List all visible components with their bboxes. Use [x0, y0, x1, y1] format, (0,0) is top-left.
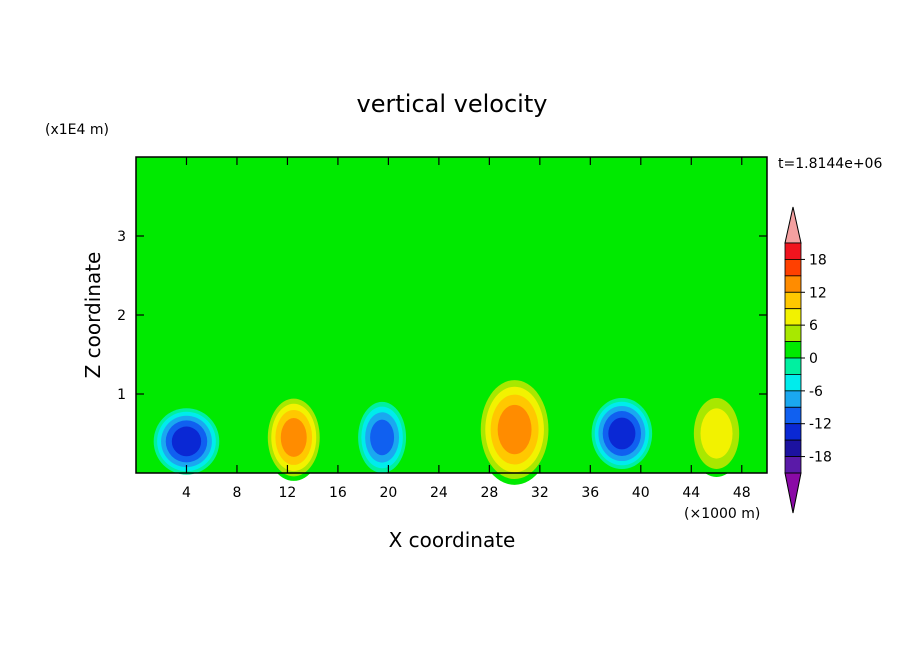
colorbar-band	[784, 374, 802, 392]
x-tick-label: 4	[182, 485, 191, 501]
y-tick-label: 2	[117, 308, 126, 324]
colorbar-label: 12	[809, 285, 827, 301]
contour-band	[370, 419, 395, 456]
colorbar-band	[784, 456, 802, 474]
x-tick-label: 32	[531, 485, 549, 501]
colorbar-band	[784, 390, 802, 408]
colorbar-band	[784, 406, 802, 425]
chart-title: vertical velocity	[357, 90, 548, 118]
colorbar-label: -18	[809, 450, 832, 466]
y-axis-label: Z coordinate	[81, 252, 105, 379]
y-tick-label: 3	[117, 229, 126, 245]
colorbar-band	[784, 291, 802, 310]
x-tick-label: 40	[632, 485, 650, 501]
contour-band	[171, 426, 202, 457]
contour-cell-downdraft	[153, 408, 220, 475]
contour-band	[497, 404, 532, 455]
contour-band	[608, 417, 636, 450]
x-tick-label: 44	[682, 485, 700, 501]
colorbar: 18 12 6 0 -6 -12 -18	[784, 206, 832, 514]
colorbar-band	[784, 357, 802, 375]
colorbar-band	[784, 259, 802, 277]
y-tick-label: 1	[117, 387, 126, 403]
colorbar-max-arrow	[784, 206, 802, 244]
contour-cell-updraft	[688, 390, 745, 477]
contour-band	[280, 418, 307, 457]
x-tick-label: 12	[279, 485, 297, 501]
x-tick-label: 20	[379, 485, 397, 501]
colorbar-label: -12	[809, 417, 832, 433]
colorbar-band	[784, 341, 802, 359]
x-tick-label: 16	[329, 485, 347, 501]
x-axis-label: X coordinate	[389, 528, 516, 552]
colorbar-label: -6	[809, 384, 823, 400]
contour-cell-updraft	[264, 394, 323, 481]
contour-cell-downdraft	[591, 397, 653, 470]
colorbar-min-arrow	[784, 472, 802, 514]
colorbar-band	[784, 275, 802, 293]
y-unit-label: (x1E4 m)	[45, 122, 109, 138]
colorbar-band	[784, 242, 802, 260]
colorbar-band	[784, 439, 802, 457]
colorbar-band	[784, 308, 802, 326]
x-tick-label: 36	[581, 485, 599, 501]
contour-cell-downdraft	[358, 401, 407, 474]
y-axis: 1 2 3	[117, 229, 767, 403]
time-label: t=1.8144e+06	[778, 156, 882, 172]
colorbar-label: 0	[809, 351, 818, 367]
contour-cell-updraft	[476, 374, 553, 485]
x-tick-label: 48	[733, 485, 751, 501]
x-tick-label: 24	[430, 485, 448, 501]
x-tick-label: 8	[232, 485, 241, 501]
contour-background	[136, 157, 767, 473]
colorbar-band	[784, 324, 802, 342]
colorbar-label: 18	[809, 252, 827, 268]
x-axis: 4 8 12 16 20 24 28 32 36 40 44 48	[182, 157, 751, 501]
x-unit-label: (×1000 m)	[684, 506, 760, 522]
contour-band	[700, 408, 733, 459]
x-tick-label: 28	[480, 485, 498, 501]
colorbar-band	[784, 423, 802, 441]
colorbar-label: 6	[809, 318, 818, 334]
contour-plot-area	[136, 157, 767, 485]
